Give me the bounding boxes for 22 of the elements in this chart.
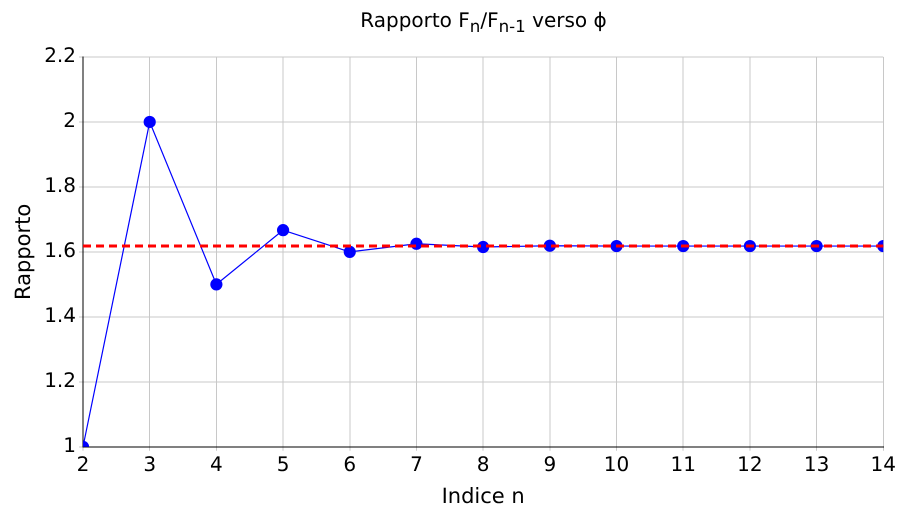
x-axis-title: Indice n <box>442 484 525 508</box>
y-axis-title: Rapporto <box>11 204 36 300</box>
y-tick-label: 1 <box>63 433 76 458</box>
x-tick-label: 8 <box>476 452 490 476</box>
x-tick-label: 4 <box>210 452 223 476</box>
y-tick-label: 1.6 <box>44 238 76 262</box>
x-tick-label: 14 <box>870 452 896 476</box>
y-tick-label: 1.4 <box>44 303 76 328</box>
x-tick-label: 6 <box>343 452 356 476</box>
x-tick-label: 9 <box>543 452 556 476</box>
x-tick-label: 3 <box>143 452 156 476</box>
y-tick-label: 2 <box>63 108 76 132</box>
y-tick-label: 2.2 <box>44 43 76 68</box>
chart-title: Rapporto F$_{n}$/F$_{n-1}$ verso ϕ <box>359 8 608 38</box>
x-tick-label: 7 <box>410 452 423 476</box>
x-tick-label: 5 <box>276 452 290 476</box>
y-tick-label: 1.8 <box>44 173 76 198</box>
y-tick-label: 1.2 <box>44 368 76 392</box>
x-tick-label: 12 <box>737 452 763 476</box>
x-tick-label: 10 <box>604 452 630 476</box>
x-tick-label: 11 <box>670 452 696 476</box>
x-tick-label: 13 <box>804 452 830 476</box>
